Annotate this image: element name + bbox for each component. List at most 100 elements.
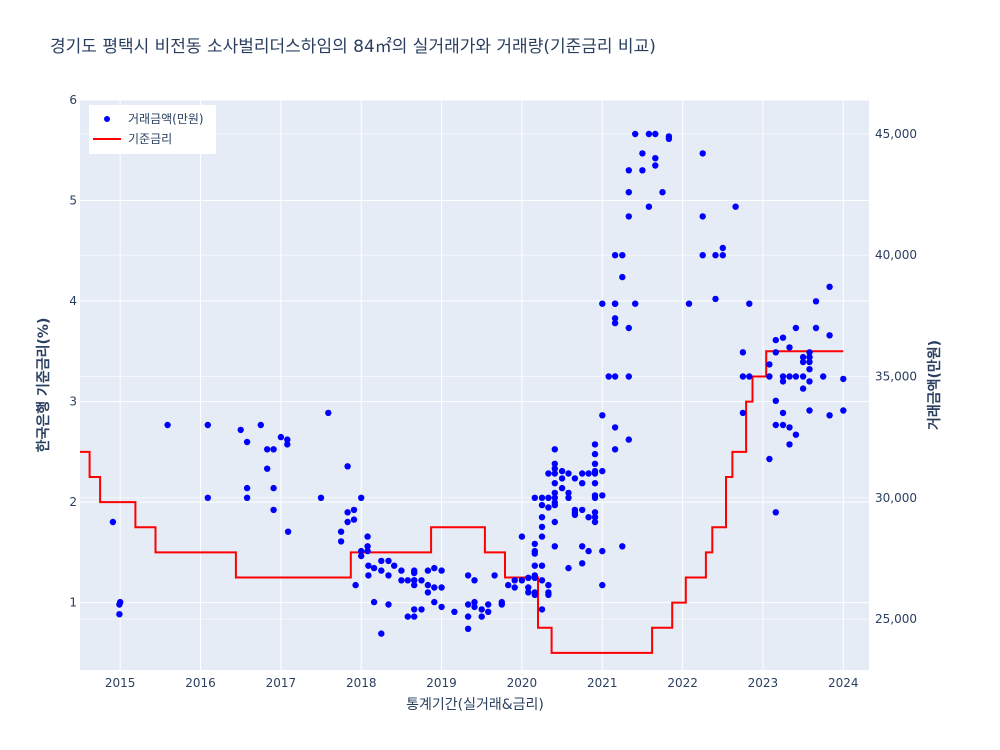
price-point <box>571 511 579 518</box>
price-point <box>699 252 706 259</box>
price-point <box>772 421 779 429</box>
price-point <box>344 518 351 526</box>
price-point <box>378 557 385 565</box>
price-point <box>558 484 566 492</box>
price-point <box>719 252 726 259</box>
y-left-tick-label: 5 <box>69 194 77 208</box>
price-point <box>284 528 292 535</box>
price-point <box>599 581 606 589</box>
price-point <box>611 252 619 259</box>
price-point <box>365 572 372 579</box>
price-point <box>772 397 779 404</box>
price-point <box>538 606 546 613</box>
price-point <box>485 608 492 615</box>
price-point <box>820 373 827 380</box>
y-right-tick-label: 45,000 <box>875 127 917 141</box>
price-point <box>786 441 793 448</box>
y-right-tick-labels: 25,000 30,000 35,000 40,000 45,000 <box>875 127 917 626</box>
price-point <box>551 499 558 506</box>
price-point <box>712 295 719 303</box>
price-point <box>786 373 793 380</box>
price-point <box>599 547 606 555</box>
y-left-tick-label: 4 <box>69 294 77 308</box>
price-point <box>591 460 599 467</box>
price-point <box>116 611 123 618</box>
price-point <box>411 577 418 584</box>
chart-title: 경기도 평택시 비전동 소사벌리더스하임의 84㎡의 실거래가와 거래량(기준금… <box>50 37 656 57</box>
price-point <box>625 373 632 380</box>
price-point <box>826 283 833 290</box>
price-point <box>451 608 458 615</box>
x-tick-label: 2015 <box>105 676 136 690</box>
price-point <box>538 533 546 540</box>
price-point <box>585 547 592 555</box>
price-point <box>739 409 747 417</box>
price-point <box>779 421 787 429</box>
price-point <box>344 509 351 516</box>
price-point <box>632 130 639 138</box>
price-point <box>652 155 659 162</box>
price-point <box>558 475 566 482</box>
price-point <box>325 409 332 417</box>
price-point <box>498 598 505 606</box>
price-point <box>792 373 800 380</box>
price-point <box>625 189 632 196</box>
price-points <box>109 130 847 637</box>
price-point <box>611 373 619 380</box>
price-point <box>766 361 773 368</box>
price-point <box>485 601 492 608</box>
price-point <box>385 601 392 608</box>
x-tick-label: 2019 <box>426 676 457 690</box>
price-point <box>164 421 171 429</box>
price-point <box>518 577 526 584</box>
price-point <box>350 506 358 514</box>
price-point <box>411 613 418 620</box>
price-point <box>270 446 277 453</box>
legend[interactable]: 거래금액(만원) 기준금리 <box>89 105 216 154</box>
price-point <box>551 470 558 477</box>
price-point <box>471 603 478 611</box>
price-point <box>625 324 632 332</box>
price-point <box>364 543 371 550</box>
price-point <box>625 213 632 220</box>
price-point <box>538 514 546 521</box>
legend-label-price: 거래금액(만원) <box>128 112 204 126</box>
price-point <box>599 492 606 499</box>
price-point <box>605 373 612 380</box>
price-point <box>243 438 251 446</box>
price-point <box>599 300 606 307</box>
price-point <box>652 162 659 169</box>
price-point <box>659 189 666 196</box>
price-point <box>599 412 606 419</box>
price-point <box>565 489 572 497</box>
price-point <box>579 480 586 487</box>
y-left-axis-title: 한국은행 기준금리(%) <box>36 318 52 453</box>
price-point <box>464 601 472 608</box>
price-point <box>579 506 586 514</box>
y-right-tick-label: 30,000 <box>875 491 917 505</box>
price-point <box>591 480 599 487</box>
y-right-axis-title: 거래금액(만원) <box>926 340 943 430</box>
price-point <box>840 375 847 383</box>
price-point <box>471 598 478 606</box>
price-point <box>739 349 747 356</box>
price-point <box>611 424 619 431</box>
price-point <box>719 244 726 252</box>
price-point <box>806 349 813 356</box>
price-point <box>438 584 445 591</box>
x-tick-labels: 2015 2016 2017 2018 2019 2020 2021 2022 2023 2024 <box>105 676 859 690</box>
price-point <box>591 514 599 521</box>
price-point <box>464 613 472 620</box>
price-point <box>551 543 558 550</box>
price-point <box>772 509 779 516</box>
price-point <box>665 135 673 142</box>
price-point <box>358 547 365 555</box>
x-tick-label: 2020 <box>507 676 538 690</box>
price-point <box>685 300 693 307</box>
price-point <box>505 581 512 589</box>
price-point <box>551 489 558 497</box>
price-point <box>565 564 572 572</box>
price-point <box>411 581 418 589</box>
price-point <box>538 501 546 509</box>
x-tick-label: 2021 <box>587 676 618 690</box>
